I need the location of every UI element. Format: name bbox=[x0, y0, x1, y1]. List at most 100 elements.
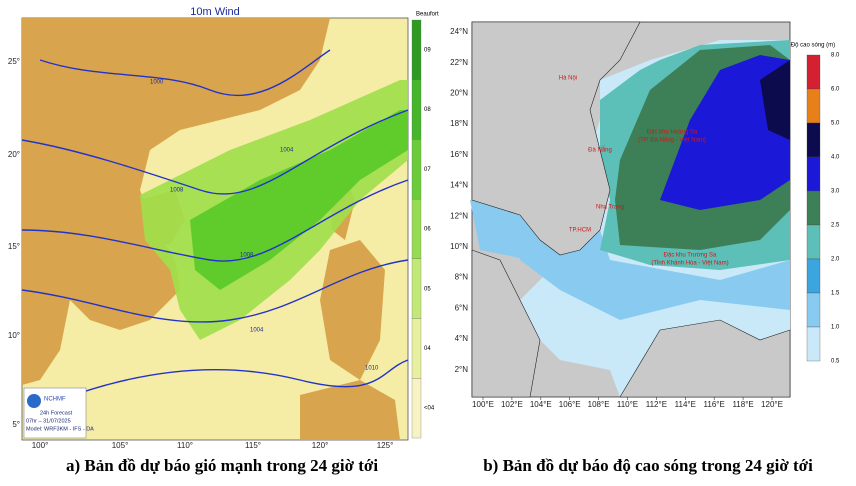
isobar-label: 1010 bbox=[365, 366, 379, 372]
place-label: (TP. Đà Nẵng - Việt Nam) bbox=[638, 137, 706, 144]
scale-label: 3.0 bbox=[831, 189, 840, 195]
lon-label: 108°E bbox=[588, 400, 610, 409]
land-malay bbox=[471, 249, 541, 398]
lat-label: 2°N bbox=[455, 365, 469, 374]
lat-label: 24°N bbox=[450, 27, 468, 36]
lat-label: 20°N bbox=[450, 89, 468, 98]
scale-label: 09 bbox=[424, 47, 431, 53]
lon-label: 114°E bbox=[675, 400, 696, 409]
lat-label: 12°N bbox=[450, 211, 468, 220]
isobar bbox=[21, 109, 409, 195]
lon-label: 115° bbox=[245, 441, 261, 450]
scale-swatch bbox=[411, 378, 422, 439]
scale-label: 06 bbox=[424, 227, 431, 233]
scale-label: 2.0 bbox=[831, 257, 840, 263]
isobar bbox=[21, 179, 409, 262]
lon-label: 120° bbox=[312, 441, 329, 450]
lon-label: 110° bbox=[177, 441, 193, 450]
beaufort-scale: 09 08 07 06 05 04 <04 bbox=[411, 19, 435, 439]
land-mainland bbox=[22, 18, 330, 385]
place-label: Đặc khu Trường Sa bbox=[664, 253, 717, 259]
scale-swatch bbox=[411, 258, 422, 319]
place-label: TP.HCM bbox=[569, 228, 591, 234]
scale-swatch bbox=[411, 139, 422, 200]
isobar bbox=[21, 259, 409, 323]
scale-label: 04 bbox=[424, 346, 431, 352]
scale-swatch bbox=[411, 198, 422, 260]
place-label: (Tỉnh Khánh Hòa - Việt Nam) bbox=[651, 260, 728, 267]
isobar-label: 1008 bbox=[170, 188, 184, 194]
scale-label: 08 bbox=[424, 107, 431, 113]
lon-label: 106°E bbox=[559, 400, 581, 409]
isobar-label: 1004 bbox=[250, 328, 264, 334]
lon-label: 110°E bbox=[617, 400, 638, 409]
lat-label: 15° bbox=[8, 242, 20, 251]
logo-line: Model: WRF3KM - IFS - DA bbox=[26, 426, 94, 432]
scale-label: 1.0 bbox=[831, 325, 840, 331]
scale-label: 07 bbox=[424, 167, 431, 173]
scale-label: 05 bbox=[424, 286, 431, 292]
scale-label: 6.0 bbox=[831, 87, 840, 93]
logo-line: 24h Forecast bbox=[40, 410, 73, 416]
lon-label: 100° bbox=[32, 441, 49, 450]
scale-label: 2.5 bbox=[831, 223, 840, 229]
caption: a) Bản đồ dự báo gió mạnh trong 24 giờ t… bbox=[66, 456, 378, 475]
logo-brand: NCHMF bbox=[44, 397, 66, 403]
wave-map: Độ cao sóng (m) 8.0 6.0 5.0 4.0 3.0 2.5 2.0 1.5 1… bbox=[470, 21, 840, 398]
lon-label: 112°E bbox=[646, 400, 667, 409]
isobar-label: 1008 bbox=[240, 253, 254, 259]
map-title: 10m Wind bbox=[190, 6, 240, 18]
scale-swatch bbox=[806, 224, 821, 260]
scale-swatch bbox=[411, 19, 422, 80]
lat-label: 16°N bbox=[450, 150, 468, 159]
lat-label: 6°N bbox=[455, 303, 469, 312]
lat-label: 5° bbox=[12, 420, 20, 429]
wave-zone-4-0 bbox=[760, 60, 790, 140]
scale-swatch bbox=[806, 54, 821, 90]
isobar-label: 1000 bbox=[150, 80, 164, 86]
logo-icon bbox=[27, 394, 41, 408]
land-philippines bbox=[320, 240, 385, 380]
lat-label: 25° bbox=[8, 57, 20, 66]
scale-swatch bbox=[806, 292, 821, 328]
scale-swatch bbox=[411, 79, 422, 140]
lat-label: 22°N bbox=[450, 58, 468, 67]
scale-swatch bbox=[806, 122, 821, 158]
lat-label: 10° bbox=[8, 331, 20, 340]
place-label: Hà Nội bbox=[559, 76, 577, 82]
place-label: Nha Trang bbox=[596, 205, 624, 211]
place-label: Đặc khu Hoàng Sa bbox=[647, 130, 698, 136]
lat-label: 8°N bbox=[455, 273, 469, 282]
scale-swatch bbox=[806, 88, 821, 124]
lon-label: 104°E bbox=[530, 400, 552, 409]
scale-title: Beaufort bbox=[416, 12, 439, 18]
lon-label: 105° bbox=[112, 441, 129, 450]
scale-label: 8.0 bbox=[831, 53, 840, 59]
scale-label: <04 bbox=[424, 406, 435, 412]
land-indochina bbox=[471, 21, 641, 256]
place-label: Đà Nẵng bbox=[588, 147, 612, 154]
scale-swatch bbox=[806, 258, 821, 294]
lon-label: 116°E bbox=[704, 400, 725, 409]
logo-box bbox=[23, 387, 87, 439]
isobar-label: 1004 bbox=[280, 148, 294, 154]
lon-label: 118°E bbox=[732, 400, 753, 409]
wind-map: 09 08 07 06 05 04 <04 bbox=[21, 17, 435, 441]
lon-label: 120°E bbox=[761, 400, 783, 409]
wave-scale: Độ cao sóng (m) 8.0 6.0 5.0 4.0 3.0 2.5 2.0 1.5 1… bbox=[791, 43, 840, 365]
isobar bbox=[39, 49, 331, 96]
lat-label: 10°N bbox=[450, 242, 468, 251]
lat-label: 14°N bbox=[450, 181, 468, 190]
logo-frame bbox=[23, 387, 87, 439]
lat-label: 18°N bbox=[450, 119, 468, 128]
wave-zone-3-0 bbox=[660, 55, 790, 210]
lat-label: 20° bbox=[8, 150, 20, 159]
lat-label: 4°N bbox=[455, 334, 469, 343]
lon-label: 100°E bbox=[472, 400, 494, 409]
caption: b) Bản đồ dự báo độ cao sóng trong 24 gi… bbox=[483, 456, 813, 475]
scale-label: 1.5 bbox=[831, 291, 840, 297]
wind-level-7 bbox=[190, 110, 408, 290]
scale-label: 4.0 bbox=[831, 155, 840, 161]
land-borneo bbox=[300, 380, 400, 440]
